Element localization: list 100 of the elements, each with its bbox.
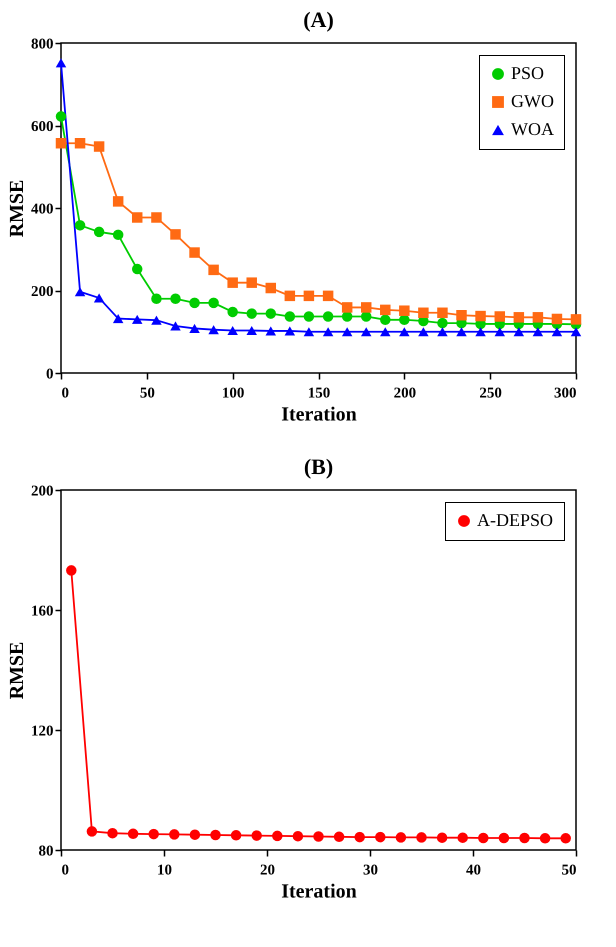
point (208, 298, 219, 308)
point (170, 294, 181, 304)
point (360, 311, 372, 322)
point (342, 327, 352, 336)
point (56, 111, 66, 122)
y-tick-label: 800 (31, 36, 54, 52)
legend-label: PSO (511, 63, 544, 83)
point (322, 311, 334, 322)
point (437, 318, 448, 328)
point (304, 290, 314, 302)
point (132, 264, 142, 274)
point (396, 832, 406, 843)
point (169, 829, 180, 840)
point (354, 832, 365, 842)
point (132, 212, 142, 223)
point (313, 831, 324, 842)
point (112, 196, 124, 207)
x-tick-label: 100 (222, 386, 244, 402)
y-tick-label: 0 (46, 366, 54, 382)
x-tick-label: 200 (394, 386, 416, 402)
y-tick-label: 80 (38, 844, 54, 860)
x-tick-label: 250 (479, 386, 502, 402)
point (266, 326, 276, 336)
point (107, 828, 118, 838)
point (532, 312, 544, 323)
point (94, 293, 104, 302)
point (112, 230, 124, 240)
point (74, 138, 86, 148)
point (292, 830, 304, 842)
point (475, 327, 486, 336)
point (170, 321, 181, 331)
x-tick-label: 30 (363, 862, 378, 878)
x-tick-label: 150 (308, 386, 330, 402)
point (227, 306, 238, 318)
y-axis-title: RMSE (6, 180, 28, 238)
point (494, 311, 506, 322)
point (246, 277, 257, 288)
point (519, 832, 530, 844)
point (304, 311, 314, 322)
point (86, 826, 98, 837)
point (189, 324, 200, 333)
point (208, 325, 219, 334)
point (418, 327, 429, 336)
point (94, 141, 104, 152)
chart-title: (A) (303, 7, 334, 32)
x-axis-title: Iteration (281, 404, 357, 426)
x-tick-label: 40 (466, 862, 481, 878)
point (380, 327, 391, 336)
x-tick-label: 50 (140, 386, 155, 402)
x-tick-label: 20 (260, 862, 275, 878)
point (170, 229, 181, 240)
point (74, 287, 86, 296)
point (190, 829, 200, 840)
point (380, 304, 391, 316)
point (272, 830, 283, 842)
point (227, 277, 238, 288)
point (436, 832, 448, 843)
point (189, 298, 200, 308)
x-tick-label: 0 (62, 386, 69, 402)
point (148, 828, 159, 840)
point (437, 308, 448, 318)
point (494, 327, 506, 336)
y-tick-label: 160 (31, 604, 54, 620)
y-tick-label: 600 (31, 119, 54, 135)
point (189, 247, 200, 258)
point (360, 327, 372, 336)
point (570, 327, 582, 336)
point (552, 314, 562, 324)
x-axis-title: Iteration (281, 880, 357, 902)
x-tick-label: 0 (62, 862, 69, 878)
point (478, 832, 489, 844)
point (416, 832, 427, 843)
point (514, 327, 524, 336)
y-tick-label: 200 (31, 484, 54, 500)
x-tick-label: 50 (562, 862, 576, 878)
point (132, 314, 142, 324)
y-axis-title: RMSE (6, 642, 28, 700)
point (230, 830, 242, 841)
point (246, 326, 257, 336)
point (74, 220, 86, 231)
point (94, 226, 104, 238)
point (322, 327, 334, 336)
point (284, 311, 296, 322)
x-tick-label: 10 (157, 862, 172, 878)
point (246, 308, 257, 319)
point (380, 314, 391, 326)
point (342, 302, 352, 313)
point (112, 314, 124, 324)
legend-label: A-DEPSO (477, 510, 554, 530)
point (304, 327, 314, 336)
x-tick-label: 300 (554, 386, 576, 402)
point (475, 310, 486, 322)
point (560, 833, 571, 844)
legend-label: WOA (511, 119, 554, 139)
point (437, 327, 448, 336)
point (56, 58, 66, 68)
point (342, 311, 352, 322)
point (456, 310, 467, 320)
point (284, 290, 296, 302)
point (210, 830, 221, 840)
